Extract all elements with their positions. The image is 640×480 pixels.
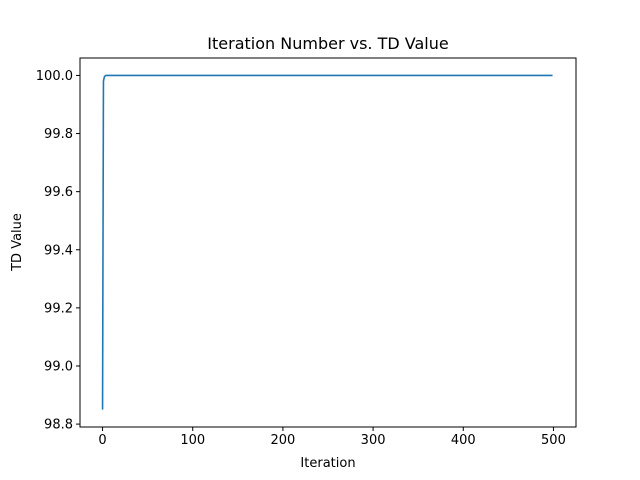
x-tick-label: 400 [451, 433, 476, 448]
x-tick-label: 0 [98, 433, 106, 448]
y-tick-label: 99.2 [44, 301, 73, 316]
y-tick-label: 99.4 [44, 243, 73, 258]
y-tick-label: 100.0 [36, 69, 73, 84]
series-layer [101, 74, 553, 410]
plot-area-frame [79, 57, 577, 428]
x-tick-label: 200 [270, 433, 295, 448]
y-tick-label: 98.8 [44, 418, 73, 433]
chart-title: Iteration Number vs. TD Value [207, 34, 448, 53]
y-tick-label: 99.8 [44, 127, 73, 142]
x-axis-ticks: 0 100 200 300 400 500 [98, 427, 566, 448]
y-tick-label: 99.0 [44, 359, 73, 374]
y-axis-label: TD Value [10, 213, 25, 272]
y-axis-ticks: 98.8 99.0 99.2 99.4 99.6 99.8 100.0 [36, 69, 80, 433]
series-line [101, 74, 553, 410]
x-tick-label: 500 [541, 433, 566, 448]
x-tick-label: 300 [361, 433, 386, 448]
x-tick-label: 100 [180, 433, 205, 448]
y-tick-label: 99.6 [44, 185, 73, 200]
x-axis-label: Iteration [300, 456, 355, 471]
